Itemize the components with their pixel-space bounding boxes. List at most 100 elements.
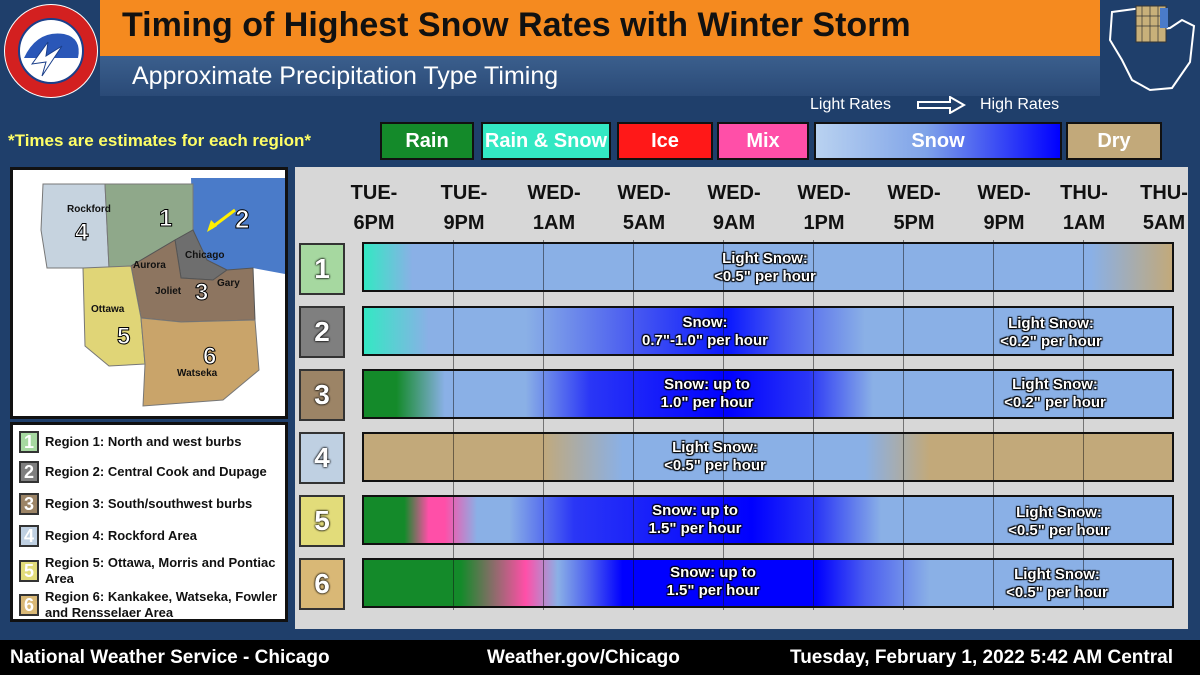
timeline-bar-region-4 (362, 432, 1174, 482)
timeline-bar-region-6 (362, 558, 1174, 608)
row-label-6: 6 (299, 558, 345, 610)
key-text-6: Region 6: Kankakee, Watseka, Fowler and … (45, 589, 278, 620)
note-line: <0.2" per hour (1004, 394, 1106, 411)
time-header: WED- 1AM (519, 178, 589, 238)
time-hour: 5AM (622, 212, 666, 234)
note-line: Light Snow: (1012, 376, 1098, 393)
bar-note-region-6-late: Light Snow: <0.5" per hour (982, 566, 1132, 602)
grid-line (813, 240, 814, 610)
light-rates-label: Light Rates (810, 96, 891, 113)
key-text-1: Region 1: North and west burbs (45, 434, 242, 449)
time-header: TUE- 6PM (339, 178, 409, 238)
key-num-4: 4 (19, 525, 39, 547)
key-text-5: Region 5: Ottawa, Morris and Pontiac Are… (45, 555, 276, 586)
legend-snow: Snow (814, 122, 1062, 160)
time-header: WED- 5PM (879, 178, 949, 238)
row-label-1: 1 (299, 243, 345, 295)
map-region-2: 2 (235, 204, 249, 234)
bar-note-region-3-late: Light Snow: <0.2" per hour (980, 376, 1130, 412)
time-day: TUE- (350, 182, 398, 204)
key-text-3: Region 3: South/southwest burbs (45, 496, 253, 511)
time-hour: 1AM (532, 212, 576, 234)
legend-ice: Ice (617, 122, 713, 160)
time-header: WED- 9PM (969, 178, 1039, 238)
grid-line (543, 240, 544, 610)
city-aurora: Aurora (133, 260, 166, 271)
grid-line (993, 240, 994, 610)
region-map: 1 2 3 4 5 6 Rockford Aurora Chicago Joli… (13, 170, 285, 416)
note-line: Light Snow: (722, 250, 808, 267)
time-hour: 9PM (443, 212, 485, 234)
time-day: WED- (977, 182, 1031, 204)
grid-line (633, 240, 634, 610)
legend-dry: Dry (1066, 122, 1162, 160)
bar-note-region-1: Light Snow: <0.5" per hour (690, 250, 840, 286)
region-key: 1 Region 1: North and west burbs 2 Regio… (10, 422, 288, 622)
city-rockford: Rockford (67, 204, 111, 215)
time-header: THU- 5AM (1129, 178, 1199, 238)
city-gary: Gary (217, 278, 240, 289)
row-label-3: 3 (299, 369, 345, 421)
key-num-6: 6 (19, 594, 39, 616)
map-region-5: 5 (117, 323, 130, 350)
region-map-panel: 1 2 3 4 5 6 Rockford Aurora Chicago Joli… (10, 167, 288, 419)
timeline-bar-region-3 (362, 369, 1174, 419)
bar-note-region-2-main: Snow: 0.7"-1.0" per hour (630, 314, 780, 350)
page-subtitle: Approximate Precipitation Type Timing (132, 62, 559, 90)
illinois-locator-map (1108, 5, 1196, 92)
timeline-bar-region-2 (362, 306, 1174, 356)
key-num-1: 1 (19, 431, 39, 453)
nws-logo (4, 4, 98, 98)
bar-note-region-3-main: Snow: up to 1.0" per hour (632, 376, 782, 412)
bar-note-region-5-main: Snow: up to 1.5" per hour (620, 502, 770, 538)
time-header: TUE- 9PM (429, 178, 499, 238)
footer-office: National Weather Service - Chicago (10, 647, 330, 668)
bar-note-region-6-main: Snow: up to 1.5" per hour (638, 564, 788, 600)
time-day: WED- (527, 182, 581, 204)
note-line: 1.5" per hour (648, 520, 742, 537)
note-line: <0.5" per hour (714, 268, 816, 285)
note-line: <0.5" per hour (1008, 522, 1110, 539)
time-day: WED- (707, 182, 761, 204)
key-num-5: 5 (19, 560, 39, 582)
note-line: Light Snow: (1014, 566, 1100, 583)
legend-mix: Mix (717, 122, 809, 160)
footer-website: Weather.gov/Chicago (487, 647, 680, 668)
time-day: WED- (797, 182, 851, 204)
timeline-bar-region-5 (362, 495, 1174, 545)
city-joliet: Joliet (155, 286, 182, 297)
key-num-2: 2 (19, 461, 39, 483)
rates-scale-label: Light Rates High Rates (810, 96, 1080, 116)
grid-line (1083, 240, 1084, 610)
time-header: WED- 9AM (699, 178, 769, 238)
note-line: 0.7"-1.0" per hour (642, 332, 768, 349)
key-text-4: Region 4: Rockford Area (45, 528, 197, 543)
bar-note-region-4: Light Snow: <0.5" per hour (640, 439, 790, 475)
time-day: THU- (1140, 182, 1188, 204)
time-header: WED- 5AM (609, 178, 679, 238)
note-line: Light Snow: (672, 439, 758, 456)
footer-timestamp: Tuesday, February 1, 2022 5:42 AM Centra… (790, 647, 1173, 668)
note-line: Snow: up to (670, 564, 756, 581)
time-day: WED- (887, 182, 941, 204)
time-hour: 1PM (803, 212, 845, 234)
title-bar (100, 0, 1100, 56)
time-hour: 5AM (1142, 212, 1186, 234)
high-rates-label: High Rates (980, 96, 1060, 113)
time-day: TUE- (440, 182, 488, 204)
arrow-right-icon (917, 96, 966, 114)
map-region-1: 1 (159, 205, 172, 232)
grid-line (453, 240, 454, 610)
bar-note-region-2-late: Light Snow: <0.2" per hour (976, 315, 1126, 351)
time-hour: 5PM (893, 212, 935, 234)
row-label-4: 4 (299, 432, 345, 484)
row-label-5: 5 (299, 495, 345, 547)
time-hour: 9PM (983, 212, 1025, 234)
city-ottawa: Ottawa (91, 304, 125, 315)
note-line: Snow: up to (652, 502, 738, 519)
timeline-bar-region-1 (362, 242, 1174, 292)
times-note: *Times are estimates for each region* (8, 131, 311, 150)
time-hour: 9AM (712, 212, 756, 234)
note-line: <0.5" per hour (1006, 584, 1108, 601)
city-chicago: Chicago (185, 250, 224, 261)
